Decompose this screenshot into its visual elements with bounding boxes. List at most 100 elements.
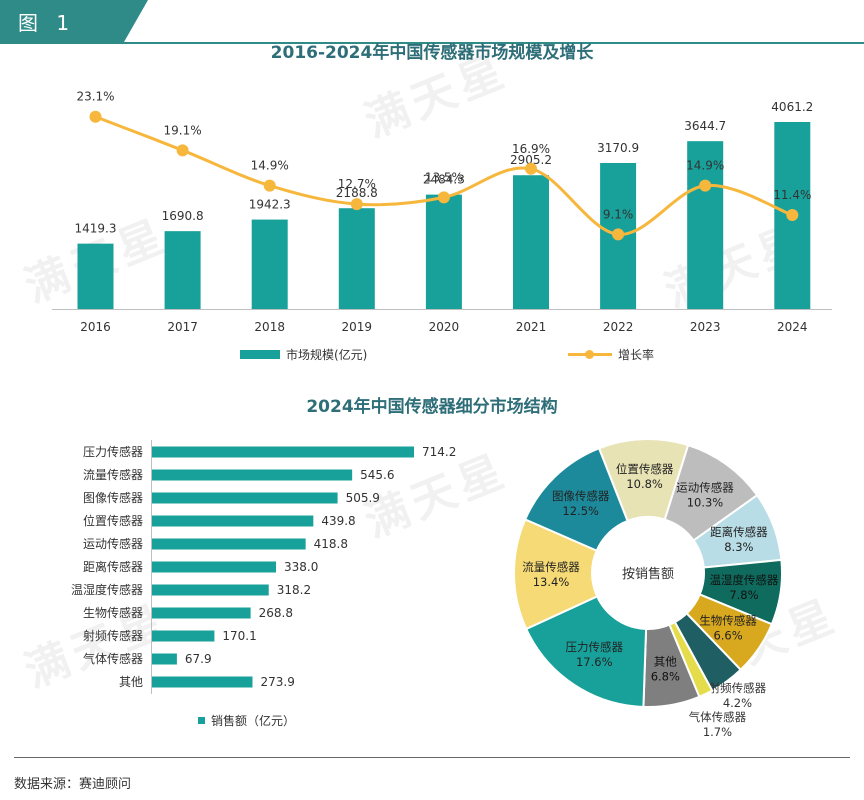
figure-tag: 图 1 (0, 0, 148, 42)
bar-压力传感器 (152, 446, 414, 458)
segment-bar-chart: 压力传感器 714.2 流量传感器 545.6 图像传感器 505.9 位置传感器 439.8… (71, 440, 456, 694)
category-label: 位置传感器 (83, 513, 143, 528)
bar-其他 (152, 676, 253, 688)
bar-2016 (77, 243, 114, 309)
category-label: 运动传感器 (83, 536, 143, 551)
market-size-chart: 1419.3 2016 1690.8 2017 1942.3 2018 2188.8 2019… (52, 90, 832, 334)
slice-name-label: 流量传感器 (522, 560, 580, 574)
bar-value-label: 545.6 (360, 468, 394, 482)
bar-2020 (425, 194, 462, 309)
slice-value-label: 6.6% (713, 629, 742, 643)
bar-生物传感器 (152, 607, 251, 619)
bar-value-label: 3644.7 (684, 119, 726, 133)
slice-name-label: 其他 (654, 654, 677, 668)
slice-value-label: 12.5% (562, 504, 599, 518)
bar-气体传感器 (152, 653, 177, 665)
slice-value-label: 17.6% (576, 655, 613, 669)
legend-sales-swatch (198, 717, 205, 724)
x-tick-label: 2018 (254, 320, 285, 334)
bar-2017 (164, 231, 201, 309)
legend-line-label: 增长率 (618, 348, 655, 362)
chart-title-segments: 2024年中国传感器细分市场结构 (306, 397, 558, 417)
bar-value-label: 2188.8 (336, 186, 378, 200)
slice-value-label: 6.8% (651, 669, 680, 683)
x-tick-label: 2020 (429, 320, 460, 334)
growth-rate-line (94, 115, 793, 236)
slice-value-label: 7.8% (729, 588, 758, 602)
growth-point-2017 (176, 144, 189, 157)
bar-value-label: 170.1 (222, 629, 256, 643)
growth-rate-label: 14.9% (251, 159, 289, 173)
bar-value-label: 2484.3 (423, 173, 465, 187)
category-label: 温湿度传感器 (71, 582, 143, 597)
bar-value-label: 1690.8 (162, 209, 204, 223)
slice-value-label: 13.4% (533, 575, 570, 589)
bar-流量传感器 (152, 469, 353, 481)
bar-value-label: 3170.9 (597, 141, 639, 155)
header-rule (0, 42, 864, 44)
growth-point-2021 (525, 162, 537, 175)
growth-point-2023 (699, 179, 712, 192)
bar-2021 (513, 175, 549, 309)
slice-value-label: 10.3% (687, 496, 724, 510)
bar-value-label: 338.0 (284, 560, 318, 574)
growth-rate-label: 11.4% (773, 188, 811, 202)
bar-value-label: 273.9 (260, 675, 294, 689)
growth-point-2022 (612, 228, 625, 241)
x-tick-label: 2016 (80, 320, 111, 334)
slice-name-label: 温湿度传感器 (709, 573, 778, 587)
footer-rule (14, 757, 850, 758)
category-label: 气体传感器 (83, 651, 143, 666)
slice-name-label: 压力传感器 (566, 640, 624, 654)
bar-value-label: 505.9 (346, 491, 380, 505)
x-tick-label: 2024 (777, 320, 808, 334)
bar-value-label: 67.9 (185, 652, 212, 666)
slice-图像传感器 (523, 446, 629, 552)
slice-value-label: 4.2% (723, 696, 752, 710)
category-label: 流量传感器 (83, 467, 143, 482)
slice-name-label: 运动传感器 (676, 481, 734, 495)
category-label: 射频传感器 (83, 628, 143, 643)
donut-hole (593, 518, 703, 628)
slice-压力传感器 (524, 595, 648, 708)
bar-图像传感器 (152, 492, 338, 504)
category-label: 压力传感器 (83, 444, 143, 459)
growth-point-2018 (263, 179, 276, 192)
slice-name-label: 生物传感器 (699, 614, 757, 628)
x-tick-label: 2021 (516, 320, 547, 334)
bar-2019 (338, 208, 375, 309)
donut-center-label: 按销售额 (622, 566, 674, 582)
bar-value-label: 714.2 (422, 445, 456, 459)
bar-2023 (687, 141, 724, 309)
slice-name-label: 图像传感器 (552, 489, 610, 503)
growth-rate-label: 23.1% (76, 90, 114, 104)
legend-bar-swatch (240, 350, 280, 359)
legend-growth-rate: 增长率 (568, 346, 654, 363)
growth-rate-label: 13.5% (425, 170, 463, 184)
bar-value-label: 268.8 (259, 606, 293, 620)
category-label: 距离传感器 (83, 559, 143, 574)
chart-title-market-size: 2016-2024年中国传感器市场规模及增长 (270, 43, 594, 63)
growth-rate-label: 14.9% (686, 159, 724, 173)
growth-point-2019 (350, 198, 363, 211)
bar-value-label: 318.2 (277, 583, 311, 597)
slice-value-label: 10.8% (626, 477, 663, 491)
bar-value-label: 1419.3 (75, 222, 117, 236)
growth-point-2016 (89, 110, 102, 123)
legend-bar-label: 市场规模(亿元) (286, 348, 368, 362)
slice-value-label: 8.3% (724, 540, 753, 554)
bar-value-label: 439.8 (321, 514, 355, 528)
growth-rate-label: 19.1% (164, 123, 202, 137)
x-tick-label: 2022 (603, 320, 634, 334)
bar-位置传感器 (152, 515, 314, 527)
growth-point-2020 (437, 191, 450, 204)
bar-value-label: 2905.2 (510, 153, 552, 167)
legend-market-size: 市场规模(亿元) (240, 346, 367, 363)
bar-运动传感器 (152, 538, 306, 550)
slice-name-label: 气体传感器 (689, 710, 747, 724)
figure-tag-label: 图 1 (18, 11, 76, 35)
growth-point-2024 (786, 209, 799, 221)
x-tick-label: 2019 (342, 320, 373, 334)
x-tick-label: 2023 (690, 320, 721, 334)
